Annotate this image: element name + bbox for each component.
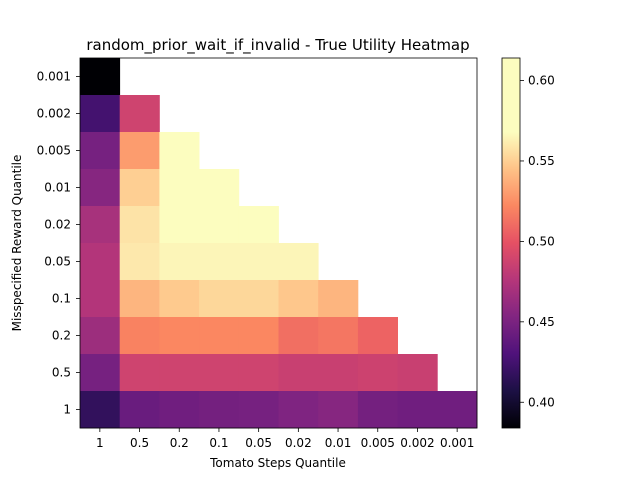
heatmap-cell [437,391,478,429]
colorbar-tick-label: 0.40 [528,395,555,409]
heatmap-cell [199,206,240,244]
colorbar-tick-label: 0.50 [528,234,555,248]
y-tick-label: 0.01 [44,181,71,195]
x-tick-label: 1 [96,436,104,450]
x-tick-label: 0.005 [361,436,395,450]
heatmap-cell [159,391,200,429]
heatmap-cell [159,206,200,244]
heatmap-cell [238,280,279,318]
heatmap-cell [159,243,200,281]
x-tick-label: 0.01 [325,436,352,450]
heatmap-cell [199,317,240,355]
x-tick-label: 0.05 [245,436,272,450]
heatmap-cell [278,243,319,281]
colorbar-tick-label: 0.60 [528,74,555,88]
heatmap-cell [357,317,398,355]
heatmap-cell [159,280,200,318]
heatmap-cell [80,95,121,133]
x-tick-label: 0.002 [400,436,434,450]
heatmap-cell [278,391,319,429]
heatmap-cell [357,391,398,429]
colorbar-tick-label: 0.55 [528,154,555,168]
x-axis-ticks: 1 0.5 0.2 0.1 0.05 0.02 0.01 0.005 0.002 0.001 [96,428,474,450]
heatmap-cell [119,243,160,281]
y-tick-label: 0.5 [52,366,71,380]
heatmap-cell [119,95,160,133]
y-tick-label: 0.005 [37,144,71,158]
x-tick-label: 0.02 [285,436,312,450]
heatmap-cell [238,391,279,429]
heatmap-cell [318,280,359,318]
x-tick-label: 0.001 [440,436,474,450]
colorbar-tick-label: 0.45 [528,315,555,329]
colorbar-ticks: 0.40 0.45 0.50 0.55 0.60 [520,74,555,409]
y-tick-label: 0.2 [52,329,71,343]
heatmap-cell [238,317,279,355]
x-tick-label: 0.2 [170,436,189,450]
heatmap-cell [80,58,121,96]
heatmap-cell [318,354,359,392]
heatmap-cell [318,317,359,355]
heatmap-cell [278,280,319,318]
heatmap-cell [357,354,398,392]
colorbar [501,57,521,429]
heatmap-cell [119,391,160,429]
heatmap-cell [119,206,160,244]
y-tick-label: 0.001 [37,70,71,84]
chart-title: random_prior_wait_if_invalid - True Util… [86,36,469,55]
y-axis-label: Misspecified Reward Quantile [10,155,24,332]
heatmap-cell [278,317,319,355]
heatmap-cell [80,391,121,429]
heatmap-cell [318,391,359,429]
heatmap-cell [238,243,279,281]
y-tick-label: 0.05 [44,255,71,269]
heatmap-cell [80,169,121,207]
heatmap-cell [80,206,121,244]
heatmap-cell [199,280,240,318]
y-tick-label: 1 [63,403,71,417]
plot-frame [79,57,478,429]
heatmap-cell [199,169,240,207]
heatmap-cell [119,132,160,170]
heatmap-cell [80,317,121,355]
heatmap-cell [238,354,279,392]
heatmap-cell [119,169,160,207]
heatmap-cell [119,280,160,318]
heatmap-cell [80,132,121,170]
y-tick-label: 0.02 [44,218,71,232]
y-tick-label: 0.1 [52,292,71,306]
heatmap-cells [80,58,478,429]
heatmap-cell [80,354,121,392]
heatmap-cell [278,354,319,392]
x-tick-label: 0.1 [209,436,228,450]
heatmap-cell [159,132,200,170]
y-axis-ticks: 0.001 0.002 0.005 0.01 0.02 0.05 0.1 0.2 0.5 1 [37,70,80,417]
x-axis-label: Tomato Steps Quantile [209,456,346,470]
heatmap-cell [119,354,160,392]
heatmap-cell [80,280,121,318]
y-tick-label: 0.002 [37,107,71,121]
heatmap-cell [199,391,240,429]
heatmap-cell [80,243,121,281]
heatmap-cell [159,169,200,207]
heatmap-cell [159,317,200,355]
heatmap-cell [199,243,240,281]
heatmap-cell [199,354,240,392]
heatmap-cell [119,317,160,355]
heatmap-cell [238,206,279,244]
heatmap-cell [397,354,438,392]
heatmap-cell [159,354,200,392]
x-tick-label: 0.5 [130,436,149,450]
heatmap-cell [397,391,438,429]
